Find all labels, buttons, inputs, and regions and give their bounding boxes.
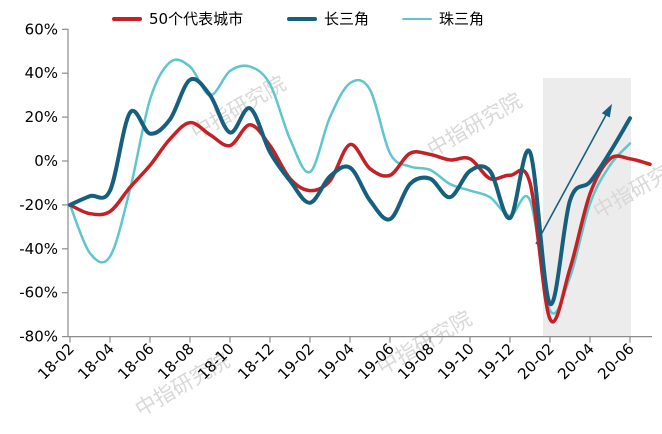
x-axis-tick-label: 18-02 xyxy=(34,340,78,384)
x-axis-tick-label: 18-06 xyxy=(114,340,158,384)
y-axis-tick-label: -20% xyxy=(19,196,58,214)
watermark-text: 中指研究院 xyxy=(423,88,526,161)
trend-arrow-shaft xyxy=(535,112,608,245)
y-axis-tick-label: 40% xyxy=(25,64,58,82)
legend-swatch-pearl-delta-line xyxy=(402,17,432,21)
watermark-text: 中指研究院 xyxy=(187,71,290,144)
y-axis-tick-label: -60% xyxy=(19,284,58,302)
x-axis-tick-label: 18-12 xyxy=(234,340,278,384)
x-axis-tick-label: 20-06 xyxy=(594,340,638,384)
legend-item-yangtze-delta: 长三角 xyxy=(287,8,369,30)
legend-label-50-cities: 50个代表城市 xyxy=(149,10,244,28)
x-axis-tick-label: 19-04 xyxy=(314,340,358,384)
series-line-50-cities xyxy=(68,120,652,324)
series-line-yangtze-delta xyxy=(68,76,632,306)
y-axis-tick-label: -80% xyxy=(19,328,58,346)
chart-legend: 50个代表城市 长三角 珠三角 xyxy=(0,8,662,30)
x-axis-tick-label: 19-02 xyxy=(274,340,318,384)
legend-item-pearl-delta: 珠三角 xyxy=(402,8,484,30)
trend-arrow-head xyxy=(601,103,612,118)
y-axis-tick-label: -40% xyxy=(19,240,58,258)
legend-swatch-yangtze-delta-line xyxy=(287,17,317,21)
y-axis-tick-label: 20% xyxy=(25,108,58,126)
y-axis-tick-label: 60% xyxy=(25,20,58,38)
y-axis-tick-label: 0% xyxy=(34,152,58,170)
legend-label-pearl-delta: 珠三角 xyxy=(439,10,485,28)
legend-label-yangtze-delta: 长三角 xyxy=(324,10,370,28)
x-axis-tick-label: 20-02 xyxy=(514,340,558,384)
x-axis-tick-label: 18-04 xyxy=(74,340,118,384)
x-axis-tick-label: 20-04 xyxy=(554,340,598,384)
legend-item-50-cities: 50个代表城市 xyxy=(112,8,243,30)
x-axis-tick-label: 19-12 xyxy=(474,340,518,384)
legend-swatch-50-cities-line xyxy=(112,17,142,21)
